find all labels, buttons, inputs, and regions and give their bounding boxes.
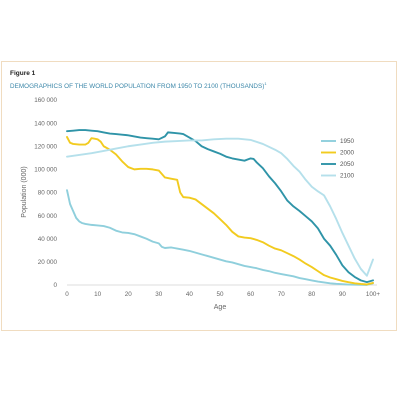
y-tick-label: 120 000 [34,143,57,150]
x-tick-label: 70 [278,291,286,298]
figure-title: DEMOGRAPHICS OF THE WORLD POPULATION FRO… [10,81,267,90]
x-tick-label: 30 [155,291,163,298]
y-tick-label: 20 000 [38,259,58,266]
figure-frame [1,61,397,331]
series-line-2100 [66,137,374,277]
y-tick-label: 0 [53,282,57,289]
y-axis-title: Population (000) [21,166,28,217]
figure-label: Figure 1 [10,70,36,77]
x-tick-label: 0 [65,291,69,298]
y-tick-label: 60 000 [38,213,58,220]
x-tick-label: 90 [339,291,347,298]
series-line-1950 [66,189,374,286]
series-line-2050 [66,129,374,284]
y-tick-label: 100 000 [34,167,57,174]
y-tick-label: 140 000 [34,120,57,127]
y-tick-labels: 0 20 000 40 000 60 000 80 000 100 000 120 000 1… [34,97,57,289]
y-tick-label: 160 000 [34,97,57,104]
y-tick-label: 80 000 [38,190,58,197]
legend-label-2000: 2000 [340,150,355,157]
series-line-2000 [66,136,374,286]
legend-label-2100: 2100 [340,173,355,180]
legend-label-1950: 1950 [340,138,355,145]
x-tick-label: 80 [308,291,316,298]
x-axis-title: Age [214,304,227,311]
figure-title-text: DEMOGRAPHICS OF THE WORLD POPULATION FRO… [10,83,265,91]
y-tick-label: 40 000 [38,236,58,243]
legend: 1950 2000 2050 2100 [321,138,355,180]
legend-label-2050: 2050 [340,161,355,168]
x-tick-label: 40 [186,291,194,298]
series-group [66,129,374,286]
x-tick-label: 60 [247,291,255,298]
x-tick-label: 50 [216,291,224,298]
x-tick-label: 10 [94,291,102,298]
x-tick-label: 20 [125,291,133,298]
x-tick-label: 100+ [366,291,381,298]
figure-title-footnote: 1 [264,81,267,86]
x-tick-labels: 0 10 20 30 40 50 60 70 80 90 100+ [65,291,380,298]
